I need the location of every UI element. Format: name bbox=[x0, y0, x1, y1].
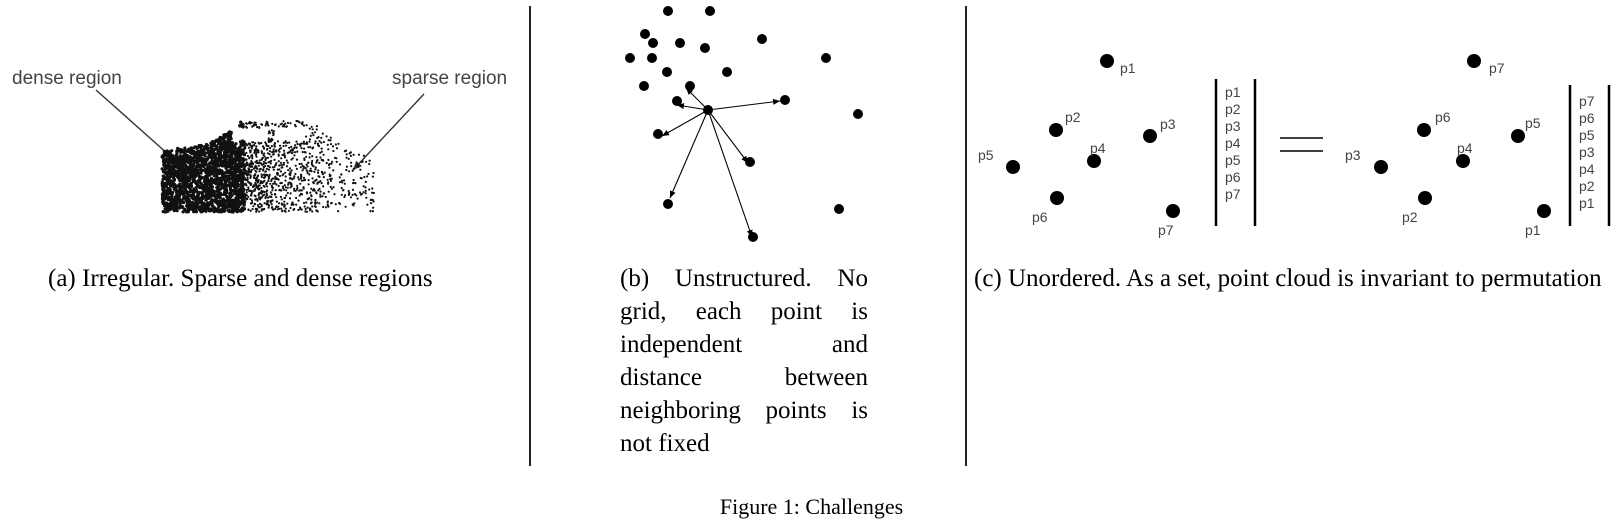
svg-text:p6: p6 bbox=[1435, 109, 1451, 125]
point bbox=[853, 109, 863, 119]
svg-text:p4: p4 bbox=[1457, 140, 1473, 156]
svg-text:p3: p3 bbox=[1345, 147, 1361, 163]
list-item: p2 bbox=[1225, 101, 1241, 117]
panel-c-caption: (c) Unordered. As a set, point cloud is … bbox=[974, 265, 1602, 292]
car-point-cloud bbox=[160, 119, 375, 214]
list-item: p4 bbox=[1225, 135, 1241, 151]
point-p3: p3 bbox=[1345, 147, 1388, 174]
right-point-set: p7 p6 p5 p3 p4 p2 p1 bbox=[1345, 54, 1551, 238]
point-p2: p2 bbox=[1049, 109, 1081, 137]
point bbox=[757, 34, 767, 44]
point-p7: p7 bbox=[1158, 204, 1180, 238]
svg-text:p5: p5 bbox=[1525, 115, 1541, 131]
point bbox=[672, 96, 682, 106]
point bbox=[745, 157, 755, 167]
list-item: p5 bbox=[1225, 152, 1241, 168]
point bbox=[625, 53, 635, 63]
left-order-list: p1 p2 p3 p4 p5 p6 p7 bbox=[1214, 79, 1257, 226]
point-p5: p5 bbox=[978, 147, 1020, 174]
dense-region-label: dense region bbox=[12, 68, 122, 89]
list-item: p7 bbox=[1225, 186, 1241, 202]
unstructured-points bbox=[625, 6, 863, 242]
sparse-region-label: sparse region bbox=[392, 68, 507, 89]
point bbox=[705, 6, 715, 16]
point bbox=[662, 67, 672, 77]
svg-text:p5: p5 bbox=[978, 147, 994, 163]
svg-text:p2: p2 bbox=[1402, 209, 1418, 225]
panel-b-figure bbox=[625, 6, 863, 242]
svg-text:p2: p2 bbox=[1065, 109, 1081, 125]
right-order-list: p7 p6 p5 p3 p4 p2 p1 bbox=[1568, 85, 1611, 226]
list-item: p6 bbox=[1225, 169, 1241, 185]
point bbox=[722, 67, 732, 77]
point bbox=[653, 129, 663, 139]
point bbox=[675, 38, 685, 48]
point bbox=[748, 232, 758, 242]
center-point bbox=[703, 105, 713, 115]
point bbox=[640, 29, 650, 39]
panel-a-caption: (a) Irregular. Sparse and dense regions bbox=[48, 265, 433, 292]
point bbox=[700, 43, 710, 53]
svg-text:p1: p1 bbox=[1525, 222, 1541, 238]
point bbox=[834, 204, 844, 214]
point-p6: p6 bbox=[1032, 191, 1064, 225]
list-item: p1 bbox=[1225, 84, 1241, 100]
svg-text:p1: p1 bbox=[1120, 60, 1136, 76]
svg-text:p4: p4 bbox=[1090, 140, 1106, 156]
list-item: p3 bbox=[1579, 144, 1595, 160]
list-item: p2 bbox=[1579, 178, 1595, 194]
list-item: p1 bbox=[1579, 195, 1595, 211]
point bbox=[647, 53, 657, 63]
point bbox=[663, 6, 673, 16]
left-point-set: p1 p2 p3 p4 p5 p6 p7 bbox=[978, 54, 1180, 238]
point-p5: p5 bbox=[1511, 115, 1541, 143]
point-p6: p6 bbox=[1417, 109, 1451, 137]
point-p1: p1 bbox=[1100, 54, 1136, 76]
list-item: p6 bbox=[1579, 110, 1595, 126]
point bbox=[685, 81, 695, 91]
point-p4: p4 bbox=[1087, 140, 1106, 168]
panel-c-figure: p1 p2 p3 p4 p5 p6 p7 p1 p2 bbox=[978, 54, 1611, 238]
svg-text:p3: p3 bbox=[1160, 116, 1176, 132]
point bbox=[639, 81, 649, 91]
point bbox=[648, 38, 658, 48]
panel-a-figure: dense region sparse region bbox=[12, 68, 507, 214]
figure-caption: Figure 1: Challenges bbox=[719, 494, 904, 519]
point bbox=[663, 199, 673, 209]
equals-sign bbox=[1280, 137, 1323, 152]
point-p4: p4 bbox=[1456, 140, 1473, 168]
svg-text:p7: p7 bbox=[1158, 222, 1174, 238]
panel-b-caption: (b) Unstructured. No grid, each point is… bbox=[620, 265, 868, 457]
neighbor-arrows bbox=[661, 87, 781, 238]
divider-right bbox=[965, 6, 967, 466]
divider-left bbox=[529, 6, 531, 466]
list-item: p4 bbox=[1579, 161, 1595, 177]
point-p3: p3 bbox=[1143, 116, 1176, 143]
point bbox=[821, 53, 831, 63]
svg-text:p6: p6 bbox=[1032, 209, 1048, 225]
point-p1: p1 bbox=[1525, 204, 1551, 238]
list-item: p3 bbox=[1225, 118, 1241, 134]
point-p7: p7 bbox=[1467, 54, 1505, 76]
point bbox=[780, 95, 790, 105]
point-p2: p2 bbox=[1402, 191, 1432, 225]
list-item: p5 bbox=[1579, 127, 1595, 143]
svg-text:p7: p7 bbox=[1489, 60, 1505, 76]
list-item: p7 bbox=[1579, 93, 1595, 109]
sparse-region-arrow bbox=[352, 93, 425, 171]
